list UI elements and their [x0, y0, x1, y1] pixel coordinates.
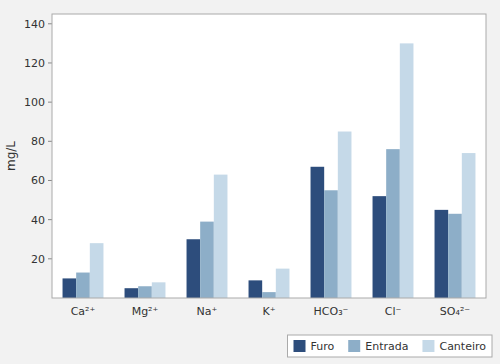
y-tick	[48, 258, 52, 259]
y-tick	[48, 141, 52, 142]
bars	[63, 43, 476, 298]
bar	[138, 286, 152, 298]
legend-box	[288, 335, 493, 357]
y-tick-label: 120	[24, 57, 45, 70]
bar	[90, 243, 104, 298]
bar	[324, 190, 338, 298]
x-tick-label: Ca²⁺	[71, 305, 96, 318]
y-tick-label: 40	[31, 214, 45, 227]
y-axis-label: mg/L	[4, 141, 18, 171]
bar	[125, 288, 139, 298]
y-tick	[48, 180, 52, 181]
legend-swatch	[422, 340, 434, 352]
chart: 20 40 60 80 100 120 140 mg/L Ca²⁺ Mg²⁺ Na⁺ K⁺ HCO₃⁻ C…	[0, 0, 500, 364]
legend-item: Entrada	[348, 340, 408, 353]
bar	[249, 280, 263, 298]
background	[0, 0, 500, 364]
bar	[200, 222, 214, 298]
y-tick-label: 80	[31, 135, 45, 148]
bar	[386, 149, 400, 298]
bar	[448, 214, 462, 298]
x-tick-label: HCO₃⁻	[314, 305, 349, 318]
bar	[338, 132, 352, 298]
bar	[76, 273, 90, 298]
legend-item: Furo	[294, 340, 335, 353]
bar	[462, 153, 476, 298]
bar	[373, 196, 387, 298]
y-tick-label: 100	[24, 96, 45, 109]
legend-swatch	[348, 340, 360, 352]
y-tick-label: 60	[31, 174, 45, 187]
bar	[63, 278, 77, 298]
bar	[276, 269, 290, 298]
y-tick	[48, 219, 52, 220]
bar	[435, 210, 449, 298]
legend-label: Entrada	[365, 340, 408, 353]
y-tick	[48, 102, 52, 103]
bar	[262, 292, 276, 298]
bar	[311, 167, 325, 298]
legend-item: Canteiro	[422, 340, 486, 353]
bar	[400, 43, 414, 298]
bar	[187, 239, 201, 298]
bar	[214, 175, 228, 298]
x-tick-label: SO₄²⁻	[440, 305, 470, 318]
y-tick	[48, 62, 52, 63]
legend-label: Canteiro	[439, 340, 486, 353]
x-tick-label: K⁺	[262, 305, 275, 318]
y-tick-label: 20	[31, 253, 45, 266]
legend-swatch	[294, 340, 306, 352]
y-tick	[48, 23, 52, 24]
plot-area	[52, 14, 486, 298]
x-tick-label: Na⁺	[197, 305, 218, 318]
legend: Furo Entrada Canteiro	[288, 335, 493, 357]
x-tick-label: Mg²⁺	[132, 305, 159, 318]
legend-label: Furo	[311, 340, 335, 353]
bar	[152, 282, 166, 298]
y-tick-label: 140	[24, 18, 45, 31]
x-tick-label: Cl⁻	[385, 305, 402, 318]
plot-frame	[52, 14, 486, 298]
chart-container: 20 40 60 80 100 120 140 mg/L Ca²⁺ Mg²⁺ Na⁺ K⁺ HCO₃⁻ C…	[0, 0, 500, 364]
